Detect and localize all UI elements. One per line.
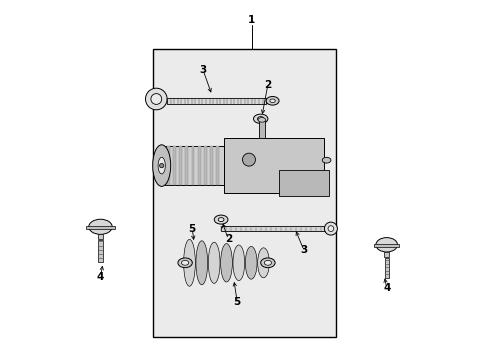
- Text: 2: 2: [264, 80, 271, 90]
- Ellipse shape: [257, 117, 264, 121]
- Text: 3: 3: [300, 245, 307, 255]
- Ellipse shape: [322, 157, 330, 163]
- Ellipse shape: [89, 219, 112, 234]
- Bar: [221, 226, 330, 231]
- Bar: [258, 120, 264, 138]
- Bar: [167, 98, 265, 104]
- Bar: [224, 138, 323, 193]
- Bar: [384, 252, 388, 257]
- Bar: [191, 146, 194, 185]
- Bar: [98, 240, 103, 262]
- Bar: [152, 49, 336, 337]
- Ellipse shape: [178, 258, 192, 268]
- Text: 3: 3: [199, 65, 206, 75]
- Ellipse shape: [269, 99, 275, 103]
- Ellipse shape: [183, 239, 195, 286]
- Text: 4: 4: [97, 272, 104, 282]
- Circle shape: [324, 222, 337, 235]
- Bar: [384, 258, 388, 278]
- Bar: [216, 146, 219, 185]
- Text: 5: 5: [233, 297, 241, 307]
- Ellipse shape: [208, 242, 220, 283]
- Text: 4: 4: [382, 283, 389, 293]
- Bar: [209, 146, 212, 185]
- Text: 1: 1: [247, 15, 255, 25]
- Bar: [98, 234, 103, 239]
- Ellipse shape: [232, 245, 244, 280]
- Bar: [373, 244, 399, 247]
- Text: 5: 5: [188, 224, 196, 234]
- Ellipse shape: [375, 238, 397, 252]
- Circle shape: [159, 163, 163, 168]
- Bar: [86, 226, 115, 229]
- Bar: [203, 146, 206, 185]
- Circle shape: [242, 153, 255, 166]
- Bar: [278, 170, 328, 196]
- Ellipse shape: [196, 241, 207, 285]
- Circle shape: [145, 88, 167, 110]
- Bar: [197, 146, 200, 185]
- Ellipse shape: [265, 96, 279, 105]
- Bar: [173, 146, 176, 185]
- Bar: [179, 146, 182, 185]
- Text: 2: 2: [224, 234, 231, 244]
- Ellipse shape: [220, 244, 232, 282]
- Ellipse shape: [258, 118, 265, 122]
- Circle shape: [327, 226, 333, 231]
- Circle shape: [151, 94, 162, 104]
- Ellipse shape: [264, 260, 271, 265]
- Ellipse shape: [245, 247, 257, 279]
- Ellipse shape: [260, 258, 275, 268]
- Ellipse shape: [253, 114, 267, 123]
- Ellipse shape: [152, 145, 170, 186]
- Bar: [167, 146, 170, 185]
- Bar: [165, 146, 227, 185]
- Ellipse shape: [158, 157, 165, 174]
- Bar: [185, 146, 188, 185]
- Ellipse shape: [218, 217, 224, 222]
- Ellipse shape: [214, 215, 227, 224]
- Ellipse shape: [181, 260, 188, 265]
- Ellipse shape: [257, 248, 269, 278]
